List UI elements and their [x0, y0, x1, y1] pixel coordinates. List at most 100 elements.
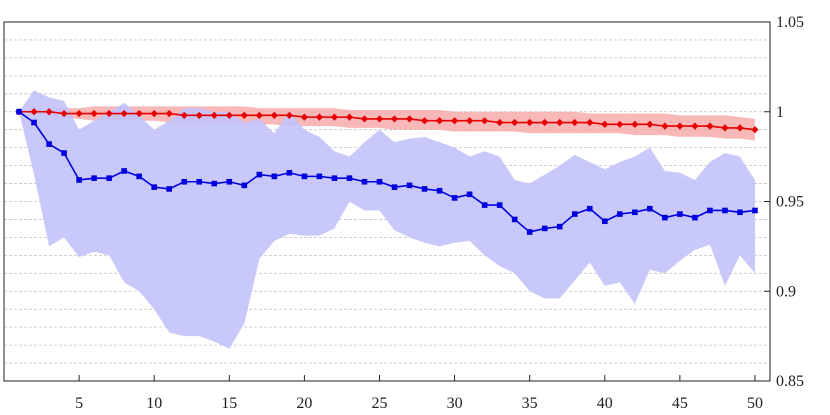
- data-point-red: [135, 109, 143, 118]
- data-point-red: [195, 111, 203, 119]
- y-axis-tick-labels: 0.85 0.9 0.95 1 1.05: [776, 14, 804, 390]
- data-point-red: [661, 122, 669, 130]
- x-tick-label: 5: [75, 395, 83, 412]
- x-tick-label: 45: [672, 395, 688, 412]
- data-point-red: [616, 120, 624, 128]
- x-tick-label: 40: [597, 395, 613, 412]
- data-point-red: [240, 111, 248, 119]
- data-point-blue: [16, 108, 22, 115]
- x-axis-tick-labels: 5 10 15 20 25 30 35 40 45 50: [75, 395, 763, 412]
- data-point-blue: [91, 175, 97, 181]
- data-point-blue: [752, 207, 758, 214]
- data-point-red: [180, 111, 188, 119]
- data-point-blue: [46, 141, 52, 147]
- data-point-red: [30, 108, 38, 116]
- y-tick-label: 1.05: [776, 14, 804, 31]
- data-point-red: [405, 115, 414, 123]
- data-point-blue: [151, 184, 157, 190]
- data-point-red: [481, 117, 489, 125]
- y-tick-label: 1: [776, 104, 784, 121]
- data-point-blue: [511, 216, 518, 223]
- data-point-red: [526, 118, 534, 127]
- axis-ticks: [78, 21, 770, 382]
- data-point-blue: [346, 175, 353, 181]
- data-point-red: [150, 109, 158, 118]
- data-point-blue: [61, 150, 67, 156]
- data-point-blue: [737, 209, 743, 216]
- x-tick-label: 15: [221, 395, 237, 412]
- data-point-red: [631, 120, 639, 128]
- data-point-blue: [256, 171, 263, 178]
- x-tick-label: 35: [522, 395, 538, 412]
- data-point-blue: [571, 211, 578, 217]
- data-point-red: [375, 115, 384, 123]
- data-point-blue: [541, 225, 548, 232]
- data-point-red: [330, 113, 339, 121]
- data-point-red: [601, 120, 609, 128]
- data-point-blue: [301, 173, 308, 180]
- data-point-blue: [481, 202, 488, 208]
- data-point-red: [751, 126, 759, 134]
- data-point-red: [556, 118, 564, 127]
- data-point-red: [736, 124, 744, 132]
- data-point-red: [60, 109, 68, 118]
- data-point-blue: [692, 214, 698, 221]
- data-point-red: [90, 109, 98, 118]
- data-point-blue: [391, 184, 398, 190]
- data-point-blue: [406, 182, 413, 189]
- data-point-red: [691, 122, 699, 130]
- data-point-red: [105, 109, 113, 118]
- data-point-red: [210, 111, 218, 119]
- data-point-blue: [601, 218, 608, 225]
- data-point-red: [541, 118, 549, 127]
- data-point-blue: [331, 175, 338, 181]
- data-point-red: [270, 111, 278, 119]
- data-point-blue: [31, 119, 37, 126]
- data-point-red: [571, 118, 579, 127]
- data-point-blue: [526, 229, 533, 235]
- data-point-red: [255, 111, 263, 119]
- data-point-blue: [271, 173, 278, 180]
- data-point-red: [435, 117, 444, 125]
- data-point-blue: [241, 182, 248, 189]
- data-point-blue: [316, 173, 323, 180]
- data-point-blue: [106, 175, 112, 181]
- data-point-red: [706, 122, 714, 130]
- data-point-blue: [632, 209, 638, 216]
- data-point-red: [165, 109, 173, 118]
- data-point-blue: [466, 191, 473, 198]
- data-point-blue: [617, 211, 623, 217]
- x-tick-label: 20: [296, 395, 312, 412]
- data-point-red: [315, 113, 324, 121]
- data-point-red: [676, 122, 684, 130]
- data-point-blue: [211, 180, 218, 187]
- data-point-blue: [436, 187, 443, 194]
- confidence-bands: [19, 90, 755, 349]
- data-point-blue: [677, 211, 683, 217]
- data-point-red: [225, 111, 233, 119]
- x-tick-label: 50: [747, 395, 763, 412]
- data-point-red: [120, 109, 128, 118]
- data-point-blue: [421, 186, 428, 192]
- data-point-blue: [376, 178, 383, 185]
- series-markers: [15, 108, 759, 235]
- data-point-blue: [166, 186, 173, 192]
- y-tick-label: 0.9: [776, 283, 796, 300]
- data-point-red: [511, 118, 519, 127]
- data-point-blue: [121, 168, 127, 174]
- data-point-blue: [451, 195, 458, 201]
- data-point-red: [390, 115, 399, 123]
- x-tick-label: 10: [146, 395, 162, 412]
- data-point-blue: [722, 207, 728, 214]
- data-point-red: [300, 113, 308, 121]
- data-point-red: [721, 124, 729, 132]
- data-point-blue: [496, 202, 503, 208]
- data-point-blue: [361, 178, 368, 185]
- data-point-blue: [556, 223, 563, 230]
- data-point-blue: [196, 178, 203, 185]
- data-point-red: [646, 120, 654, 128]
- y-tick-label: 0.95: [776, 194, 804, 211]
- data-point-blue: [181, 178, 188, 185]
- data-point-red: [45, 108, 53, 116]
